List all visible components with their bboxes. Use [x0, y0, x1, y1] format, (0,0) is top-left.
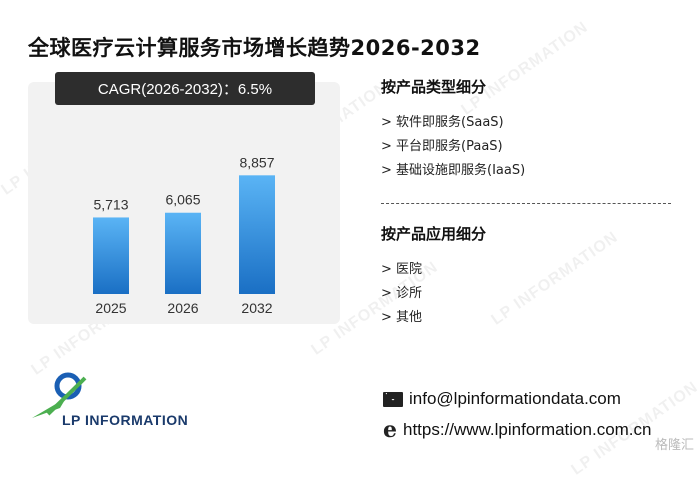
bar-value-label: 5,713 — [93, 196, 128, 212]
application-segment-item-other: > 其他 — [381, 310, 423, 325]
bar-chart: 5,713 2025 6,065 2026 8,857 2032 — [93, 154, 275, 316]
bar-2032 — [239, 175, 275, 294]
type-segment-item-saas: > 软件即服务(SaaS) — [381, 115, 504, 130]
browser-e-icon: e — [383, 417, 397, 443]
x-tick-label: 2025 — [95, 300, 126, 316]
cagr-label: CAGR(2026-2032)：6.5% — [55, 72, 315, 105]
email-row: info@lpinformationdata.com — [383, 389, 621, 409]
application-segment-list: > 医院 > 诊所 > 其他 — [381, 258, 422, 330]
application-segment-heading: 按产品应用细分 — [381, 225, 487, 243]
x-tick-label: 2032 — [241, 300, 272, 316]
bar-value-label: 6,065 — [165, 192, 200, 208]
website-row: e https://www.lpinformation.com.cn — [383, 419, 651, 441]
type-segment-list: > 软件即服务(SaaS) > 平台即服务(PaaS) > 基础设施即服务(Ia… — [381, 111, 525, 183]
application-segment-item-clinic: > 诊所 — [381, 286, 423, 301]
email-link[interactable]: info@lpinformationdata.com — [409, 389, 621, 408]
website-link[interactable]: https://www.lpinformation.com.cn — [403, 420, 652, 439]
envelope-icon — [383, 391, 403, 407]
bar-2026 — [165, 212, 201, 294]
lp-information-logo — [32, 372, 87, 418]
bars-layer: 5,713 2025 6,065 2026 8,857 2032 — [93, 154, 275, 316]
section-divider — [381, 203, 671, 204]
type-segment-item-iaas: > 基础设施即服务(IaaS) — [381, 163, 526, 178]
corner-badge: 格隆汇 — [654, 437, 694, 452]
x-tick-label: 2026 — [167, 300, 198, 316]
type-segment-heading: 按产品类型细分 — [381, 78, 487, 96]
bar-value-label: 8,857 — [239, 154, 274, 170]
type-segment-item-paas: > 平台即服务(PaaS) — [381, 139, 503, 154]
application-segment-item-hospital: > 医院 — [381, 262, 423, 277]
bar-2025 — [93, 217, 129, 294]
logo-text: LP INFORMATION — [62, 412, 189, 428]
page-title: 全球医疗云计算服务市场增长趋势2026-2032 — [28, 36, 481, 60]
